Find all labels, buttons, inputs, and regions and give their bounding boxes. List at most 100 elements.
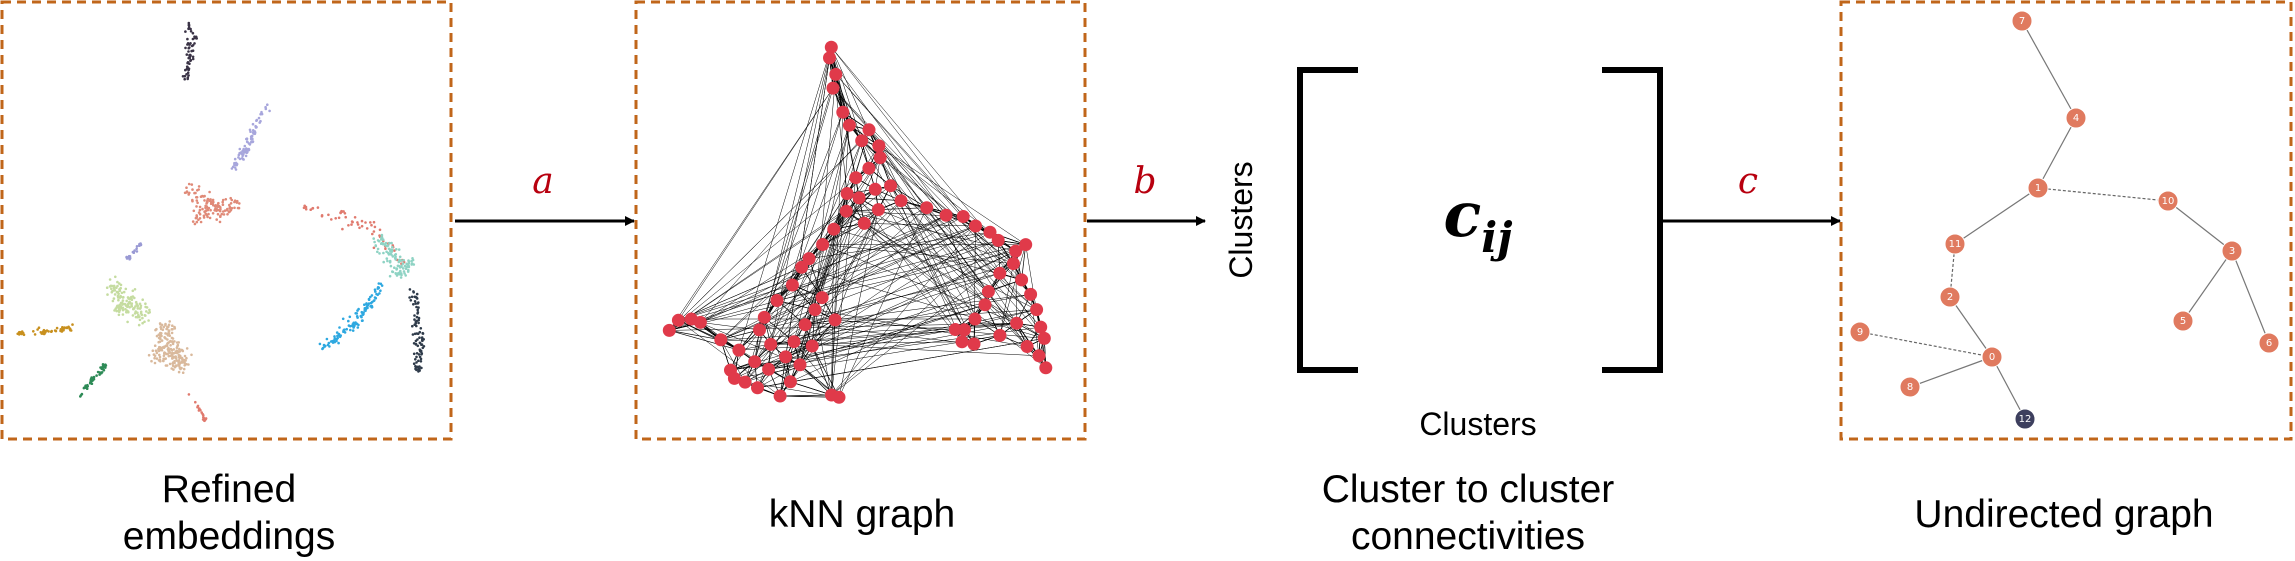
embedding-point [376,247,380,251]
matrix-panel: Clusters cij Clusters Cluster to cluster… [1223,67,1663,558]
embedding-point [175,359,179,362]
embedding-point [141,298,144,302]
knn-edge [669,140,862,331]
embedding-point [131,314,135,317]
embedding-point [363,308,367,312]
embedding-point [376,250,379,254]
embedding-point [246,150,249,154]
embedding-point [347,224,350,227]
graph-caption: Undirected graph [1914,493,2213,536]
embedding-point [191,188,194,191]
embedding-point [174,350,178,354]
embedding-point [415,296,419,300]
knn-node [753,323,766,337]
embedding-point [167,354,171,358]
knn-node [808,303,822,317]
knn-node [824,40,838,54]
graph-node-circle [2014,408,2036,430]
embedding-point [166,341,170,345]
embedding-point [242,158,245,161]
embedding-point [115,286,118,290]
embedding-point [412,362,416,366]
embedding-point [380,233,384,237]
embedding-point [365,227,369,230]
knn-node [783,375,797,389]
knn-node [894,194,908,208]
embedding-point [183,364,186,367]
knn-node [862,123,876,137]
embedding-point [357,323,360,327]
embedding-point [133,312,137,315]
embedding-point [376,286,380,289]
embedding-point [158,353,161,357]
knn-node [815,291,829,305]
knn-edge [757,364,801,389]
embedding-point [165,364,169,367]
graph-edge-0-12 [1991,356,2026,420]
embedding-point [318,342,322,346]
embedding-point [354,322,358,326]
arrow-b: b [1087,161,1206,226]
embeddings-caption-line1: Refined [162,468,296,511]
embedding-point [369,221,372,224]
embedding-point [334,337,338,341]
embedding-point [406,263,410,266]
embedding-point [144,305,147,309]
embedding-point [254,126,258,129]
knn-node [968,312,982,326]
embedding-point [137,323,141,327]
embedding-point [343,212,347,215]
embedding-point [170,336,174,340]
knn-edge [829,57,947,216]
matrix-col-label: Clusters [1419,406,1536,442]
knn-edge [890,185,927,208]
embedding-point [250,140,253,143]
embedding-point [236,199,239,203]
embedding-point [407,268,410,272]
knn-node [787,335,801,349]
embedding-point [218,220,222,224]
embedding-point [420,352,424,355]
graph-node-5: 5 [2172,310,2194,332]
knn-edge [831,229,835,396]
embedding-point [71,323,74,326]
knn-node [993,266,1007,280]
embedding-point [380,241,384,245]
graph-panel: 7 4 1 10 3 5 6 11 2 9 0 8 12 Undirected graph [1839,0,2293,536]
knn-node [840,187,854,200]
embedding-point [325,337,329,341]
embedding-point [171,328,174,331]
embedding-point [118,287,121,291]
embedding-point [122,295,125,299]
embedding-point [343,328,346,332]
embedding-point [106,293,109,296]
embedding-point [42,330,45,333]
embedding-point [163,351,166,354]
knn-edge [700,209,879,323]
knn-node [855,134,869,148]
embedding-point [393,249,396,252]
knn-node [785,278,799,292]
embedding-point [198,205,202,209]
embedding-point [89,379,93,382]
graph-edge-2-0 [1949,296,1993,358]
embedding-point [414,342,418,346]
embedding-point [413,300,417,303]
embedding-point [238,202,241,205]
embedding-point [219,215,222,218]
embedding-point [414,339,418,343]
embedding-point [151,349,155,353]
embedding-point [197,408,201,411]
embedding-point [418,341,422,345]
embedding-point [136,307,140,310]
knn-edge [669,225,976,331]
embedding-point [112,285,116,289]
knn-edge [720,339,746,383]
embedding-point [164,332,167,335]
graph-node-0: 0 [1981,346,2003,368]
embedding-point [412,303,415,306]
embedding-point [416,365,419,369]
embedding-point [327,213,330,217]
graph-edge-11-2 [1949,243,1956,298]
embedding-point [419,349,422,353]
